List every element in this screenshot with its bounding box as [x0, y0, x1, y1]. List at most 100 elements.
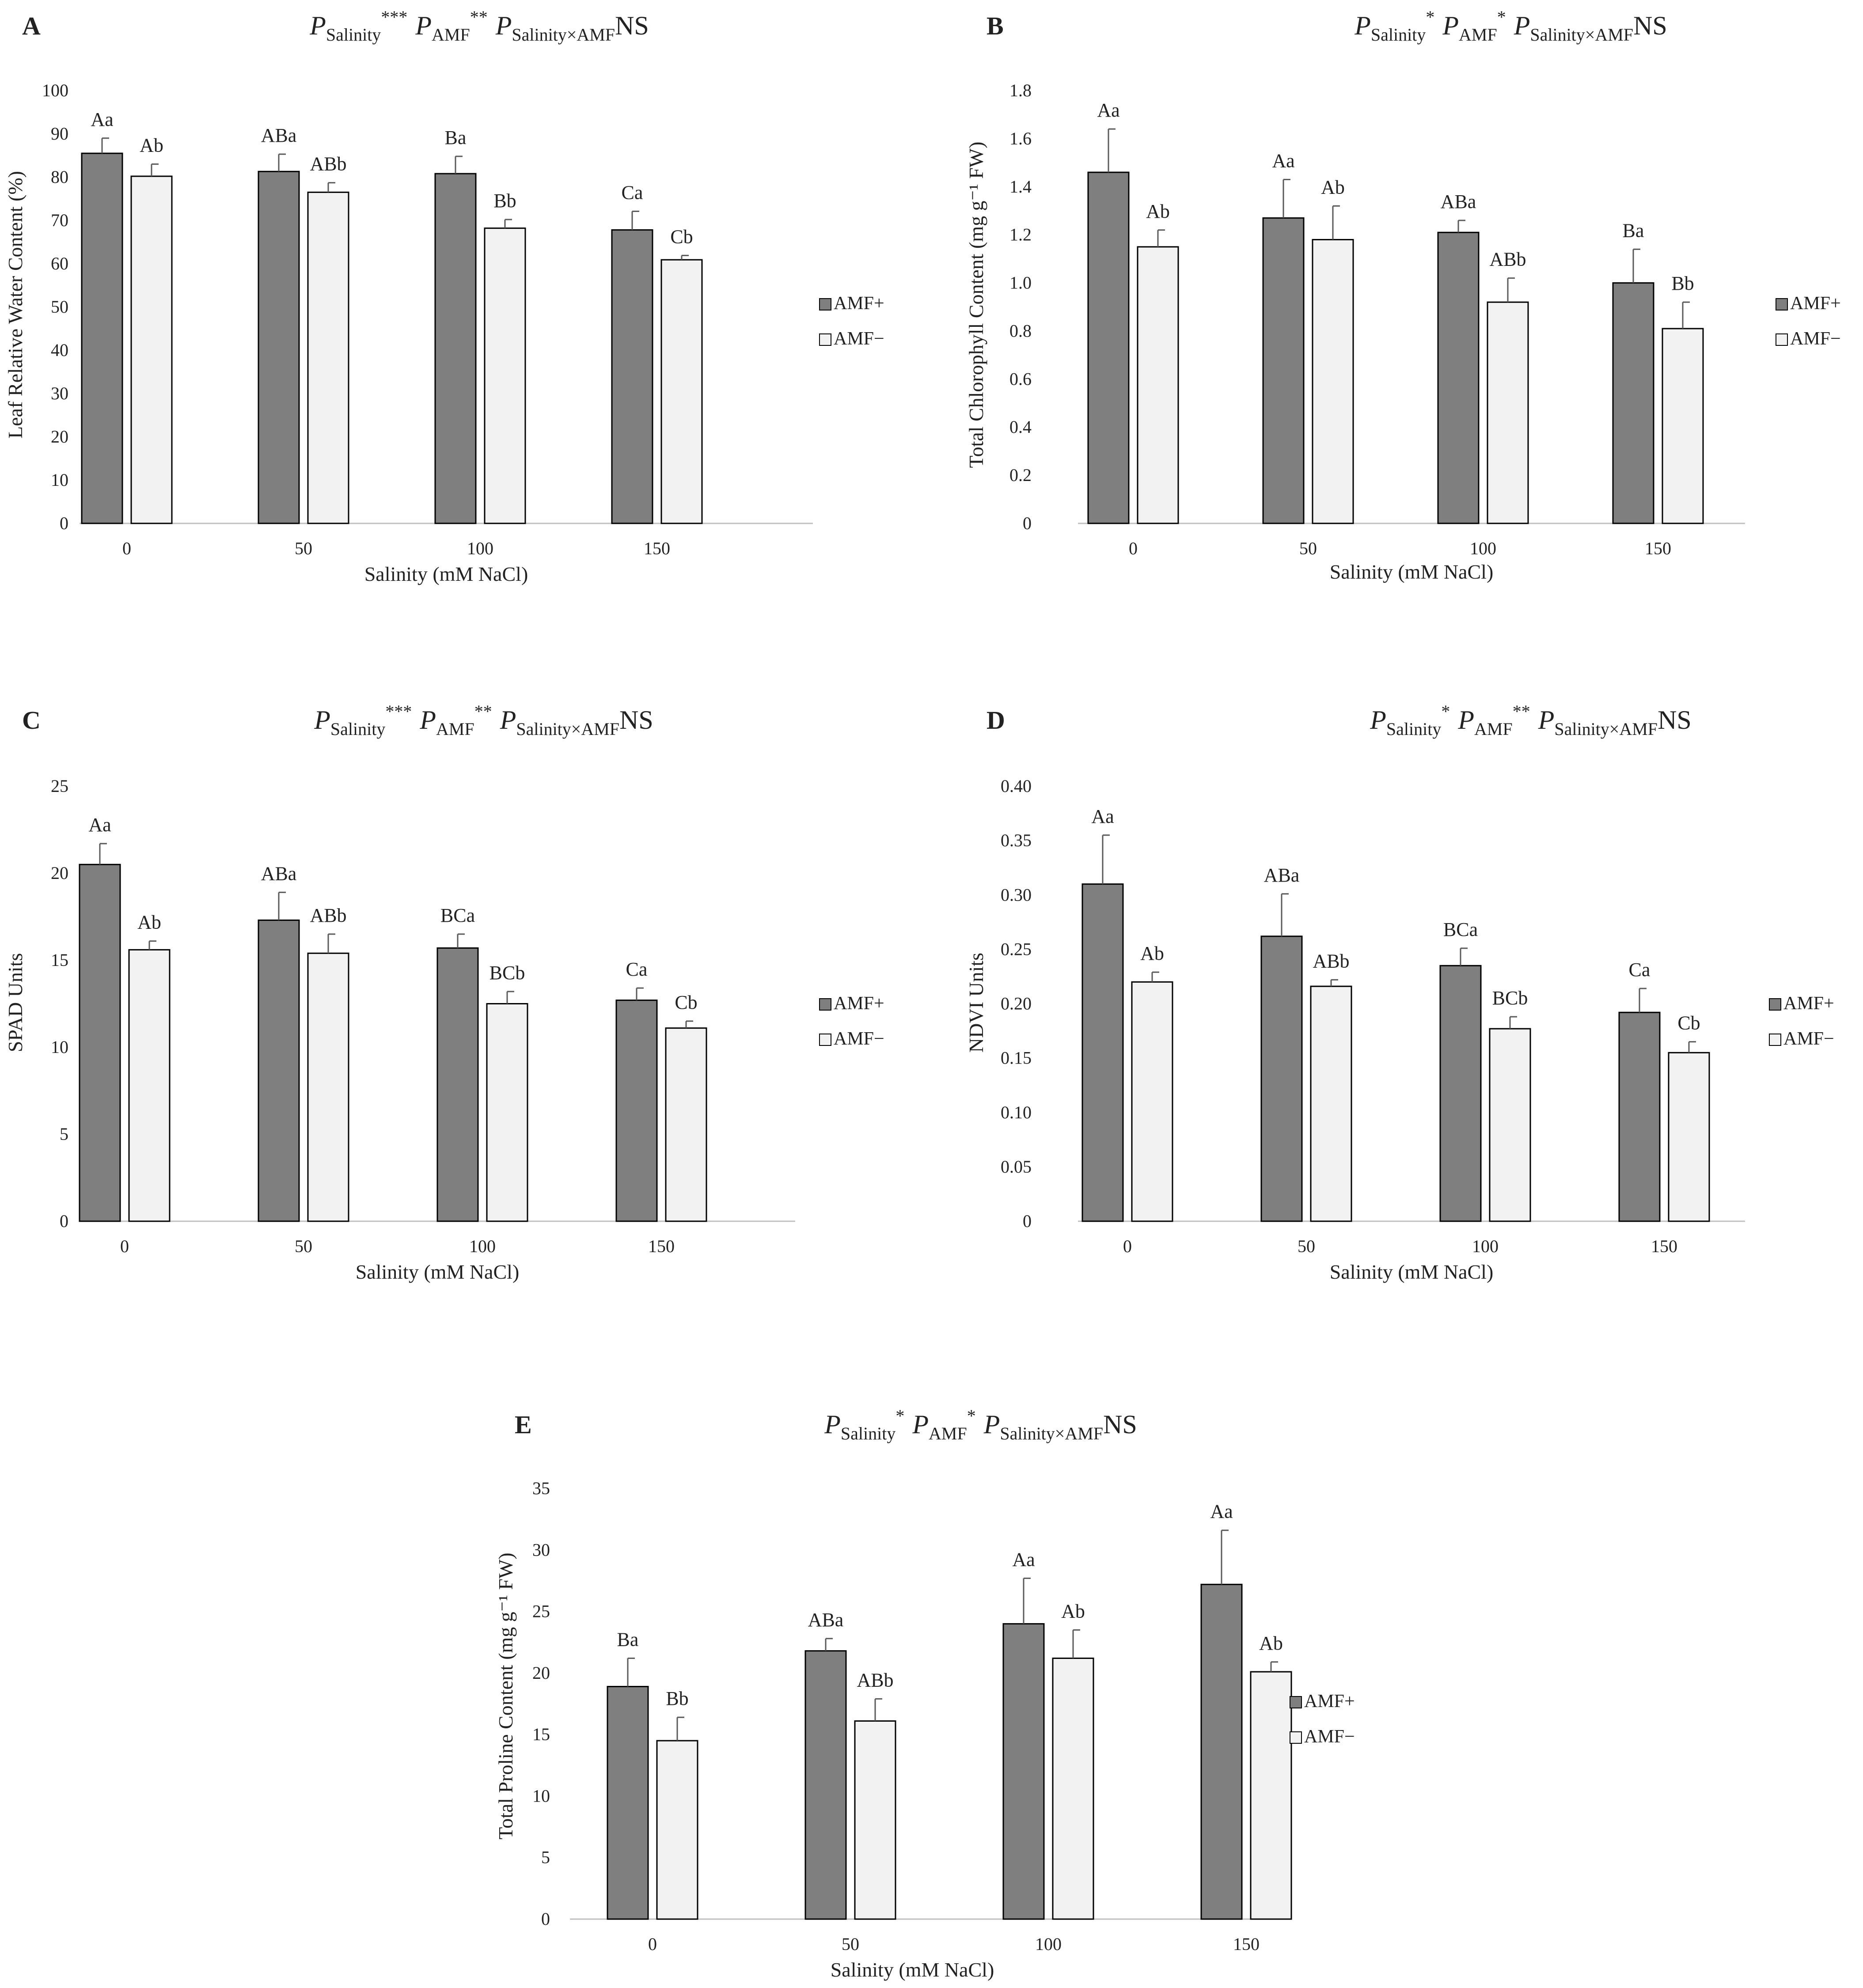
x-tick-label: 100	[467, 538, 493, 558]
p-symbol: P	[500, 705, 516, 735]
bar-amf-plus	[1612, 282, 1654, 524]
bar-amf-minus	[128, 949, 171, 1222]
bar-amf-plus	[258, 170, 300, 524]
significance-line: PSalinity*** PAMF** PSalinity×AMFNS	[309, 7, 649, 45]
bar-amf-plus	[611, 229, 653, 524]
bar-amf-minus	[854, 1720, 896, 1920]
significance-letter: BCa	[440, 905, 475, 926]
significance-letter: Ca	[622, 182, 643, 203]
significance-letter: ABb	[310, 905, 346, 926]
legend-swatch-amf-plus	[1776, 298, 1788, 311]
bar-amf-plus	[1439, 965, 1482, 1222]
bar-amf-minus	[1310, 985, 1352, 1222]
p-symbol: P	[1442, 11, 1459, 40]
x-tick-label: 150	[644, 538, 670, 558]
significance-letter: Aa	[1210, 1501, 1233, 1522]
bar-amf-plus	[1618, 1011, 1661, 1222]
bar-amf-minus	[1312, 239, 1354, 524]
interaction-subscript: Salinity×AMF	[1554, 719, 1658, 739]
y-tick-label: 0.05	[1001, 1157, 1032, 1177]
x-tick-label: 150	[1645, 538, 1671, 558]
panel-letter: A	[22, 11, 41, 40]
bar-amf-minus	[307, 191, 349, 524]
bar-amf-minus	[1052, 1657, 1094, 1920]
legend-swatch-amf-plus	[1769, 998, 1781, 1011]
y-tick-label: 20	[532, 1663, 550, 1683]
bar-amf-minus	[1662, 328, 1704, 524]
p-symbol: P	[1457, 705, 1474, 735]
significance-letter: ABb	[1313, 950, 1349, 972]
y-tick-label: 0.15	[1001, 1048, 1032, 1068]
significance-letter: ABa	[261, 125, 297, 146]
salinity-stars: *	[1426, 7, 1434, 27]
bar-amf-plus	[81, 152, 123, 524]
legend-label-amf-plus: AMF+	[1783, 993, 1834, 1014]
x-tick-label: 100	[1035, 1934, 1062, 1954]
y-tick-label: 70	[51, 210, 68, 230]
bar-amf-minus	[1668, 1052, 1710, 1222]
p-symbol: P	[1514, 11, 1530, 40]
panel-letter: C	[22, 706, 41, 735]
ns-label: NS	[619, 705, 653, 735]
significance-letter: Ab	[137, 912, 161, 933]
legend-label-amf-plus: AMF+	[834, 993, 884, 1014]
y-tick-label: 30	[51, 383, 68, 403]
bar-amf-plus	[1262, 217, 1305, 524]
x-axis-label: Salinity (mM NaCl)	[831, 1958, 994, 1981]
significance-letter: BCb	[489, 962, 525, 984]
y-axis-label: Leaf Relative Water Content (%)	[4, 171, 27, 439]
significance-letter: ABa	[808, 1609, 844, 1631]
panel-c: C PSalinity*** PAMF** PSalinity×AMFNS051015…	[4, 701, 884, 1283]
bar-amf-plus	[1081, 883, 1124, 1222]
bar-amf-plus	[1260, 935, 1303, 1222]
ns-label: NS	[1103, 1410, 1137, 1439]
significance-letter: Aa	[1012, 1549, 1035, 1570]
y-axis-label: Total Chlorophyll Content (mg g⁻¹ FW)	[965, 142, 987, 468]
y-tick-label: 40	[51, 340, 68, 360]
y-tick-label: 35	[532, 1478, 550, 1498]
bar-amf-plus	[1437, 231, 1480, 524]
panel-e: E PSalinity* PAMF* PSalinity×AMFNS051015202…	[494, 1406, 1355, 1981]
panel-d: D PSalinity* PAMF** PSalinity×AMFNS00.050.1…	[965, 701, 1834, 1283]
legend-swatch-amf-plus	[819, 998, 831, 1011]
interaction-subscript: Salinity×AMF	[1000, 1424, 1103, 1443]
significance-line: PSalinity* PAMF** PSalinity×AMFNS	[1370, 701, 1692, 739]
y-tick-label: 1.8	[1009, 80, 1032, 100]
salinity-subscript: Salinity	[326, 25, 381, 45]
significance-letter: ABb	[857, 1669, 893, 1691]
interaction-subscript: Salinity×AMF	[1530, 25, 1633, 45]
x-tick-label: 150	[1233, 1934, 1260, 1954]
p-symbol: P	[912, 1410, 929, 1439]
y-tick-label: 10	[532, 1786, 550, 1806]
amf-subscript: AMF	[436, 719, 474, 739]
interaction-subscript: Salinity×AMF	[516, 719, 619, 739]
significance-letter: BCa	[1443, 919, 1478, 940]
p-symbol: P	[495, 11, 512, 40]
bar-amf-minus	[1137, 246, 1179, 524]
significance-letter: Ab	[140, 135, 163, 156]
legend-swatch-amf-minus	[819, 1034, 831, 1046]
bar-amf-minus	[484, 227, 526, 524]
y-axis-label: NDVI Units	[965, 953, 987, 1053]
amf-subscript: AMF	[1474, 719, 1513, 739]
significance-letter: Cb	[675, 992, 697, 1013]
bar-amf-minus	[656, 1740, 698, 1920]
significance-letter: Ca	[626, 958, 648, 980]
significance-letter: Aa	[1272, 150, 1294, 171]
x-axis-label: Salinity (mM NaCl)	[1330, 560, 1494, 583]
y-tick-label: 0	[1023, 1211, 1032, 1231]
bar-amf-plus	[1087, 171, 1130, 524]
significance-line: PSalinity*** PAMF** PSalinity×AMFNS	[314, 701, 653, 739]
amf-stars: *	[967, 1406, 976, 1426]
y-axis-label: Total Proline Content (mg g⁻¹ FW)	[494, 1553, 517, 1839]
y-tick-label: 90	[51, 124, 68, 144]
y-tick-label: 0.4	[1009, 417, 1032, 437]
significance-letter: Aa	[1091, 806, 1114, 827]
significance-letter: Ba	[445, 127, 467, 148]
legend-label-amf-minus: AMF−	[834, 1029, 884, 1049]
y-tick-label: 0	[1023, 513, 1032, 533]
y-axis-label: SPAD Units	[4, 953, 27, 1053]
legend-swatch-amf-minus	[819, 333, 831, 346]
significance-letter: Ab	[1259, 1632, 1283, 1654]
legend-label-amf-plus: AMF+	[1790, 293, 1841, 314]
